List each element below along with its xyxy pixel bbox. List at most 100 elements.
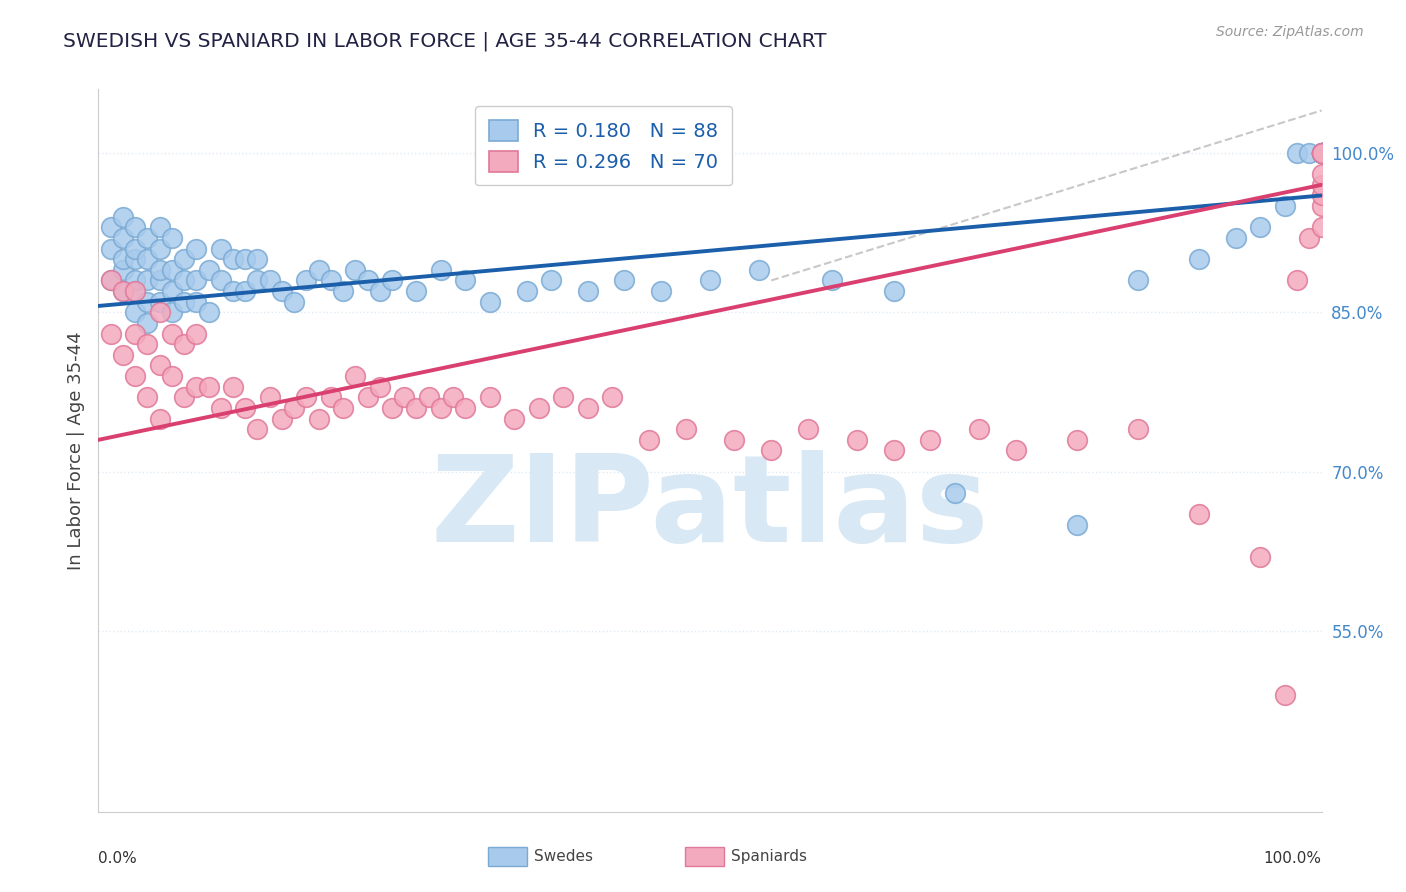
- Point: [124, 284, 146, 298]
- Point: [478, 390, 501, 404]
- Text: Swedes: Swedes: [534, 849, 593, 863]
- Point: [124, 284, 146, 298]
- Point: [1298, 231, 1320, 245]
- Point: [478, 294, 501, 309]
- Point: [430, 263, 453, 277]
- Text: ZIPatlas: ZIPatlas: [430, 450, 990, 566]
- Point: [1128, 422, 1150, 436]
- Point: [356, 273, 378, 287]
- Point: [136, 231, 159, 245]
- Point: [454, 401, 477, 415]
- Point: [111, 284, 134, 298]
- Point: [160, 305, 183, 319]
- Point: [1310, 145, 1333, 160]
- Point: [1066, 517, 1088, 532]
- Point: [454, 273, 477, 287]
- Text: 100.0%: 100.0%: [1264, 851, 1322, 865]
- Point: [418, 390, 440, 404]
- Point: [149, 411, 172, 425]
- Point: [259, 390, 281, 404]
- Point: [1310, 178, 1333, 192]
- Text: Spaniards: Spaniards: [731, 849, 807, 863]
- Point: [149, 359, 172, 373]
- Point: [1310, 145, 1333, 160]
- Point: [270, 411, 294, 425]
- Point: [186, 326, 208, 341]
- Point: [430, 401, 453, 415]
- Point: [111, 348, 134, 362]
- Point: [675, 422, 697, 436]
- Point: [222, 380, 245, 394]
- Point: [149, 242, 172, 256]
- Point: [797, 422, 820, 436]
- Point: [1310, 167, 1333, 181]
- Point: [124, 220, 146, 235]
- Point: [160, 369, 183, 384]
- Point: [1274, 688, 1296, 702]
- Point: [332, 284, 354, 298]
- Point: [160, 231, 183, 245]
- Point: [356, 390, 378, 404]
- Point: [100, 242, 122, 256]
- Point: [344, 263, 367, 277]
- Point: [576, 401, 599, 415]
- Bar: [488, 847, 527, 866]
- Point: [332, 401, 354, 415]
- Point: [319, 273, 342, 287]
- Point: [381, 273, 404, 287]
- Point: [124, 326, 146, 341]
- Point: [124, 252, 146, 267]
- Point: [1225, 231, 1247, 245]
- Point: [136, 316, 159, 330]
- Point: [1188, 252, 1211, 267]
- Point: [197, 305, 219, 319]
- Point: [270, 284, 294, 298]
- Point: [600, 390, 623, 404]
- Point: [845, 433, 868, 447]
- Point: [149, 273, 172, 287]
- Point: [100, 326, 122, 341]
- Point: [186, 242, 208, 256]
- Point: [613, 273, 636, 287]
- Point: [160, 326, 183, 341]
- Point: [1310, 145, 1333, 160]
- Point: [441, 390, 464, 404]
- Point: [283, 401, 305, 415]
- Point: [295, 390, 318, 404]
- Point: [111, 284, 134, 298]
- Point: [173, 252, 195, 267]
- Point: [1310, 188, 1333, 202]
- Point: [246, 252, 269, 267]
- Point: [1310, 145, 1333, 160]
- Point: [149, 263, 172, 277]
- Point: [100, 273, 122, 287]
- Point: [111, 263, 134, 277]
- Point: [160, 263, 183, 277]
- Point: [1310, 220, 1333, 235]
- Point: [136, 294, 159, 309]
- Point: [319, 390, 342, 404]
- Point: [197, 380, 219, 394]
- Point: [136, 337, 159, 351]
- Point: [246, 422, 269, 436]
- Point: [344, 369, 367, 384]
- Point: [1298, 145, 1320, 160]
- Text: 0.0%: 0.0%: [98, 851, 138, 865]
- Bar: [685, 847, 724, 866]
- Point: [209, 401, 232, 415]
- Point: [1249, 549, 1271, 564]
- Point: [368, 284, 391, 298]
- Point: [392, 390, 416, 404]
- Point: [699, 273, 721, 287]
- Point: [197, 263, 219, 277]
- Text: Source: ZipAtlas.com: Source: ZipAtlas.com: [1216, 25, 1364, 39]
- Point: [124, 305, 146, 319]
- Point: [100, 273, 122, 287]
- Point: [1310, 145, 1333, 160]
- Point: [173, 273, 195, 287]
- Point: [1310, 145, 1333, 160]
- Point: [405, 401, 427, 415]
- Point: [173, 390, 195, 404]
- Point: [100, 220, 122, 235]
- Point: [209, 273, 232, 287]
